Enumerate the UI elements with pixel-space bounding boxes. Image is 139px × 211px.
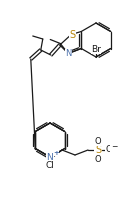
Text: O: O: [95, 137, 101, 146]
Text: N: N: [65, 49, 71, 58]
Text: S: S: [95, 145, 101, 155]
Text: +: +: [53, 150, 59, 156]
Text: Cl: Cl: [46, 161, 54, 170]
Text: N: N: [47, 153, 53, 161]
Text: O: O: [95, 154, 101, 164]
Text: O: O: [106, 146, 112, 154]
Text: S: S: [69, 30, 75, 39]
Text: Br: Br: [91, 45, 101, 54]
Text: −: −: [111, 142, 117, 151]
